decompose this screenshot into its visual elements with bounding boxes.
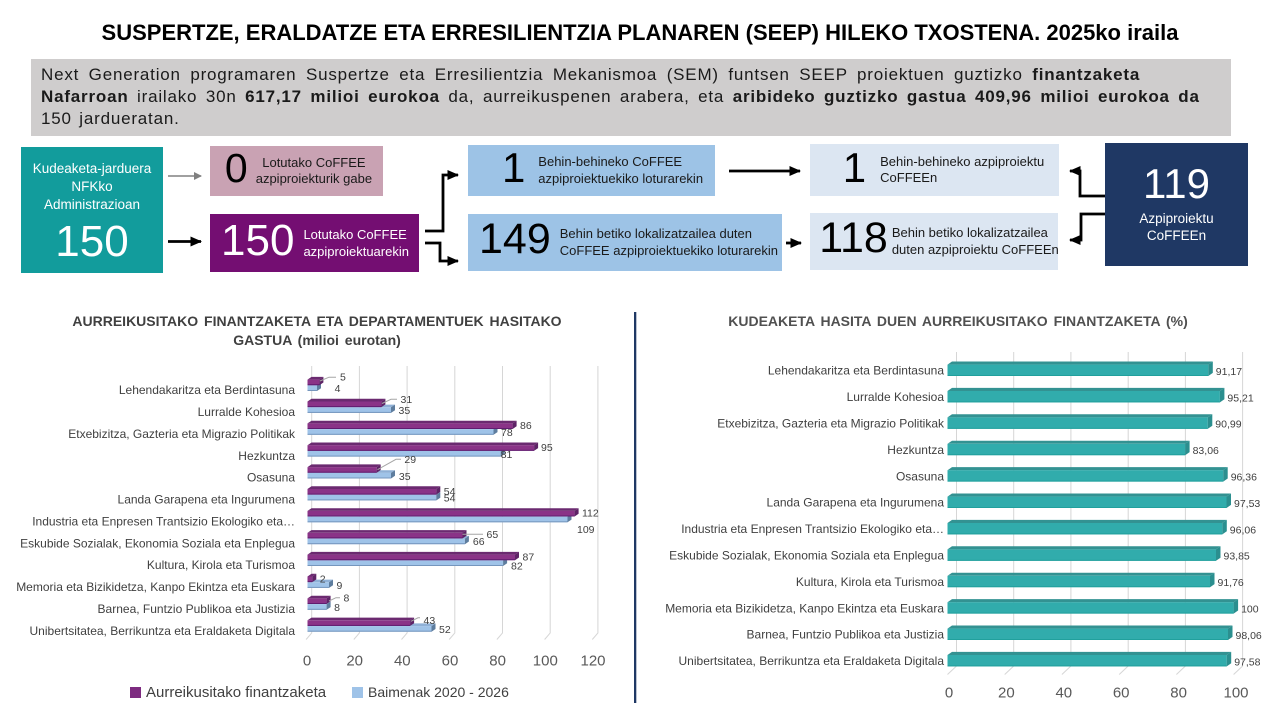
- svg-text:Barnea, Funtzio Publikoa eta J: Barnea, Funtzio Publikoa eta Justizia: [747, 628, 945, 642]
- svg-text:Hezkuntza: Hezkuntza: [887, 443, 944, 457]
- svg-text:52: 52: [439, 624, 451, 636]
- svg-text:80: 80: [489, 653, 506, 670]
- svg-text:Baimenak 2020 - 2026: Baimenak 2020 - 2026: [368, 684, 509, 700]
- svg-text:98,06: 98,06: [1236, 630, 1262, 642]
- svg-text:Hezkuntza: Hezkuntza: [238, 449, 295, 463]
- svg-text:81: 81: [501, 449, 513, 461]
- svg-text:100: 100: [1241, 604, 1259, 616]
- svg-text:91,17: 91,17: [1216, 366, 1242, 378]
- svg-text:40: 40: [394, 653, 411, 670]
- svg-text:Aurreikusitako finantzaketa: Aurreikusitako finantzaketa: [146, 684, 327, 701]
- svg-text:Industria eta Enpresen Trantsi: Industria eta Enpresen Trantsizio Ekolog…: [32, 515, 295, 529]
- svg-text:Industria eta Enpresen Trantsi: Industria eta Enpresen Trantsizio Ekolog…: [681, 522, 944, 536]
- svg-text:Unibertsitatea, Berrikuntza et: Unibertsitatea, Berrikuntza eta Eraldake…: [30, 624, 296, 638]
- svg-text:97,53: 97,53: [1234, 498, 1260, 510]
- svg-text:9: 9: [337, 580, 343, 592]
- svg-text:Lehendakaritza eta Berdintasun: Lehendakaritza eta Berdintasuna: [768, 364, 944, 378]
- svg-text:KUDEAKETA HASITA DUEN AURREIKU: KUDEAKETA HASITA DUEN AURREIKUSITAKO FIN…: [728, 313, 1188, 329]
- svg-text:54: 54: [444, 493, 456, 505]
- svg-text:0: 0: [303, 653, 311, 670]
- svg-text:Landa Garapena eta Ingurumena: Landa Garapena eta Ingurumena: [118, 493, 296, 507]
- svg-text:60: 60: [442, 653, 459, 670]
- svg-text:Eskubide Sozialak, Ekonomia So: Eskubide Sozialak, Ekonomia Soziala eta …: [20, 536, 295, 550]
- svg-text:96,06: 96,06: [1230, 524, 1256, 536]
- svg-text:Osasuna: Osasuna: [247, 471, 295, 485]
- svg-text:35: 35: [399, 471, 411, 483]
- svg-text:65: 65: [487, 529, 499, 541]
- svg-text:95: 95: [541, 442, 553, 454]
- svg-text:Memoria eta Bizikidetza, Kanpo: Memoria eta Bizikidetza, Kanpo Ekintza e…: [665, 601, 944, 615]
- svg-text:Lehendakaritza eta Berdintasun: Lehendakaritza eta Berdintasuna: [119, 383, 295, 397]
- svg-text:GASTUA (milioi eurotan): GASTUA (milioi eurotan): [233, 332, 401, 348]
- svg-text:91,76: 91,76: [1218, 577, 1244, 589]
- svg-text:95,21: 95,21: [1227, 392, 1253, 404]
- svg-text:100: 100: [533, 653, 558, 670]
- svg-text:Barnea, Funtzio Publikoa eta J: Barnea, Funtzio Publikoa eta Justizia: [98, 602, 296, 616]
- svg-text:66: 66: [473, 536, 485, 548]
- svg-text:29: 29: [404, 454, 416, 466]
- svg-text:Kultura, Kirola eta Turismoa: Kultura, Kirola eta Turismoa: [147, 558, 295, 572]
- svg-text:96,36: 96,36: [1231, 472, 1257, 484]
- svg-text:Lurralde Kohesioa: Lurralde Kohesioa: [198, 405, 296, 419]
- svg-text:31: 31: [401, 394, 413, 406]
- svg-text:Osasuna: Osasuna: [896, 469, 944, 483]
- svg-text:Eskubide Sozialak, Ekonomia So: Eskubide Sozialak, Ekonomia Soziala eta …: [669, 549, 944, 563]
- svg-text:93,85: 93,85: [1224, 551, 1250, 563]
- svg-text:109: 109: [577, 524, 595, 536]
- svg-text:100: 100: [1223, 685, 1248, 702]
- svg-text:87: 87: [523, 551, 535, 563]
- svg-text:82: 82: [511, 561, 523, 573]
- svg-text:8: 8: [344, 593, 350, 605]
- svg-text:90,99: 90,99: [1215, 419, 1241, 431]
- svg-text:86: 86: [520, 420, 532, 432]
- svg-text:Landa Garapena eta Ingurumena: Landa Garapena eta Ingurumena: [767, 496, 945, 510]
- svg-text:Lurralde Kohesioa: Lurralde Kohesioa: [847, 390, 945, 404]
- svg-text:Etxebizitza, Gazteria eta Migr: Etxebizitza, Gazteria eta Migrazio Polit…: [68, 427, 296, 441]
- svg-text:5: 5: [340, 372, 346, 384]
- svg-text:2: 2: [320, 573, 326, 585]
- svg-text:120: 120: [580, 653, 605, 670]
- svg-text:Unibertsitatea, Berrikuntza et: Unibertsitatea, Berrikuntza eta Eraldake…: [679, 654, 945, 668]
- svg-text:8: 8: [334, 602, 340, 614]
- svg-text:78: 78: [501, 427, 513, 439]
- svg-text:80: 80: [1170, 685, 1187, 702]
- svg-text:20: 20: [346, 653, 363, 670]
- svg-text:43: 43: [424, 615, 436, 627]
- svg-text:97,58: 97,58: [1234, 656, 1260, 668]
- svg-text:20: 20: [998, 685, 1015, 702]
- svg-text:54: 54: [444, 486, 456, 498]
- svg-text:60: 60: [1113, 685, 1130, 702]
- svg-text:35: 35: [399, 405, 411, 417]
- svg-text:Memoria eta Bizikidetza, Kanpo: Memoria eta Bizikidetza, Kanpo Ekintza e…: [16, 580, 295, 594]
- svg-text:AURREIKUSITAKO FINANTZAKETA ET: AURREIKUSITAKO FINANTZAKETA ETA DEPARTAM…: [72, 313, 561, 329]
- svg-text:83,06: 83,06: [1193, 445, 1219, 457]
- svg-text:4: 4: [335, 383, 341, 395]
- svg-text:Kultura, Kirola eta Turismoa: Kultura, Kirola eta Turismoa: [796, 575, 944, 589]
- svg-text:112: 112: [582, 508, 599, 520]
- svg-text:0: 0: [945, 685, 953, 702]
- svg-text:40: 40: [1055, 685, 1072, 702]
- svg-text:Etxebizitza, Gazteria eta Migr: Etxebizitza, Gazteria eta Migrazio Polit…: [717, 417, 945, 431]
